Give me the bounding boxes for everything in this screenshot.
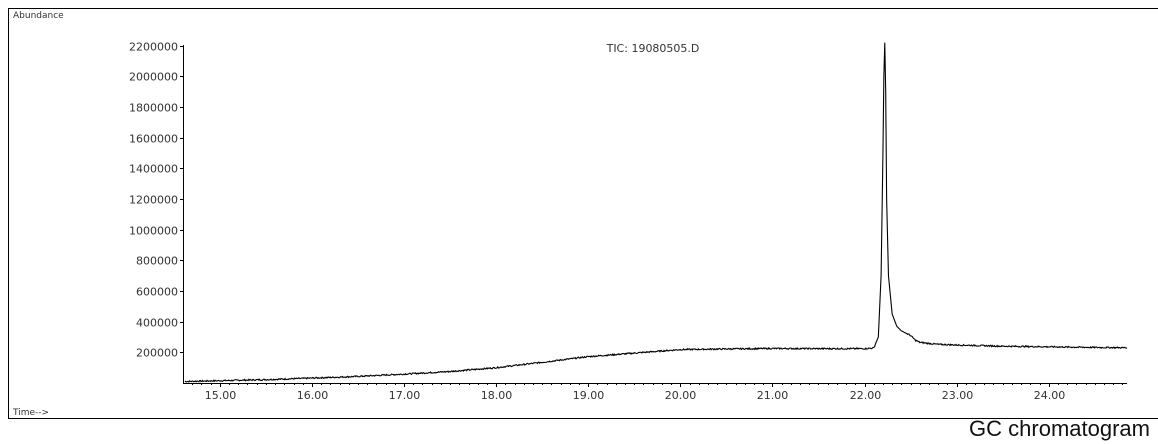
- x-tick-label: 22.00: [850, 389, 882, 402]
- y-tick-label: 1800000: [129, 102, 178, 115]
- y-tick-label: 600000: [136, 286, 178, 299]
- y-axis-label: Abundance: [13, 11, 64, 21]
- x-ticks: 15.00 16.00 17.00 18.00 19.00 20.00 21.00 22.00…: [192, 383, 1123, 402]
- tic-trace-line: [184, 42, 1128, 383]
- x-axis-label: Time-->: [12, 408, 49, 418]
- x-tick-label: 19.00: [573, 389, 605, 402]
- x-tick-label: 23.00: [942, 389, 974, 402]
- y-tick-label: 1000000: [129, 225, 178, 238]
- y-tick-label: 1600000: [129, 133, 178, 146]
- x-tick-label: 15.00: [205, 389, 237, 402]
- x-tick-label: 16.00: [297, 389, 329, 402]
- y-tick-label: 400000: [136, 317, 178, 330]
- y-tick-label: 2000000: [129, 71, 178, 84]
- x-tick-label: 21.00: [757, 389, 789, 402]
- x-tick-label: 24.00: [1034, 389, 1066, 402]
- y-ticks: 200000 400000 600000 800000 1000000 1200000 14…: [129, 41, 183, 360]
- x-tick-label: 17.00: [389, 389, 421, 402]
- y-tick-label: 2200000: [129, 41, 178, 54]
- x-tick-label: 20.00: [665, 389, 697, 402]
- chart-title: TIC: 19080505.D: [606, 42, 700, 55]
- y-tick-label: 1200000: [129, 194, 178, 207]
- y-tick-label: 200000: [136, 347, 178, 360]
- y-tick-label: 800000: [136, 255, 178, 268]
- figure-caption: GC chromatogram: [969, 416, 1150, 441]
- y-tick-label: 1400000: [129, 163, 178, 176]
- x-tick-label: 18.00: [481, 389, 513, 402]
